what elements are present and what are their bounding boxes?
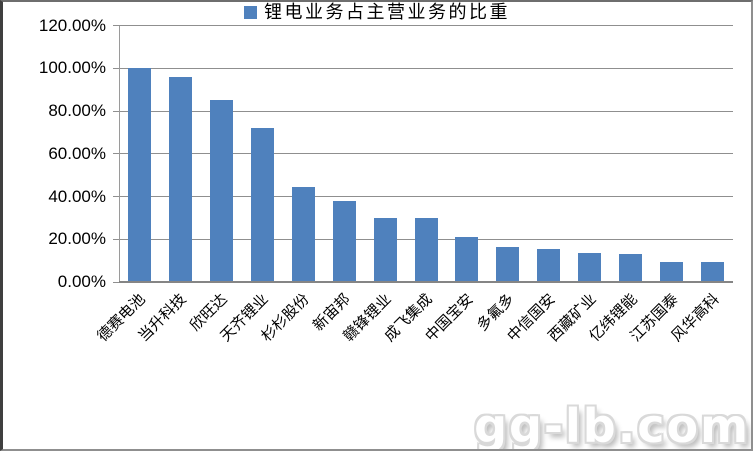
bar — [168, 76, 192, 282]
bar — [250, 128, 274, 282]
y-axis-tick-label: 100.00% — [38, 58, 106, 78]
bar — [660, 261, 684, 282]
y-axis-tick-label: 60.00% — [48, 143, 106, 163]
gridline — [119, 110, 733, 112]
bar — [209, 100, 233, 282]
watermark: gg-lb.com — [474, 399, 750, 451]
bar — [578, 253, 602, 282]
bar — [455, 237, 479, 282]
bar — [414, 217, 438, 282]
bar — [291, 186, 315, 282]
y-axis-line — [119, 25, 120, 282]
x-axis-line — [119, 281, 733, 283]
y-axis-tick — [113, 67, 119, 69]
y-axis-tick-label: 120.00% — [38, 15, 106, 35]
bar — [537, 248, 561, 282]
bar — [701, 261, 725, 282]
y-axis-tick — [113, 281, 119, 283]
y-axis-tick-label: 80.00% — [48, 101, 106, 120]
bar — [619, 254, 643, 282]
legend: 锂电业务占主营业务的比重 — [3, 2, 751, 22]
y-axis-tick — [113, 153, 119, 155]
gridline — [119, 25, 733, 26]
legend-marker-icon — [244, 5, 257, 19]
gridline — [119, 196, 733, 197]
y-axis-tick-label: 20.00% — [48, 229, 106, 249]
y-axis-tick — [113, 196, 119, 197]
y-axis-tick — [113, 238, 119, 240]
bar — [496, 246, 520, 282]
bar — [127, 68, 151, 282]
bar — [373, 217, 397, 282]
gridline — [119, 153, 733, 155]
y-axis-tick-label: 0.00% — [57, 272, 106, 291]
y-axis-tick — [113, 110, 119, 112]
bar — [332, 200, 356, 282]
y-axis-tick-label: 40.00% — [48, 186, 106, 206]
gridline — [119, 67, 733, 69]
y-axis-tick — [113, 25, 119, 26]
legend-series-label: 锂电业务占主营业务的比重 — [264, 2, 510, 22]
